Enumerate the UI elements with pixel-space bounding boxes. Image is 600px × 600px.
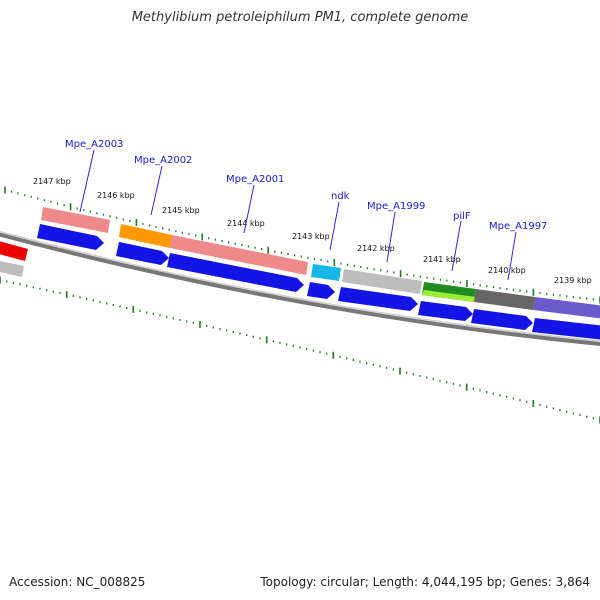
cds-arrow[interactable] <box>167 253 304 292</box>
genome-backbone-highlight <box>0 230 600 342</box>
feature-block[interactable] <box>422 290 476 302</box>
feature-track-outer <box>0 207 600 319</box>
topology-label: Topology: circular; Length: 4,044,195 bp… <box>260 575 590 589</box>
cds-arrow[interactable] <box>116 242 169 265</box>
feature-block[interactable] <box>474 289 535 310</box>
gene-label[interactable]: pilF <box>453 211 471 222</box>
feature-block[interactable] <box>311 264 341 281</box>
cds-arrow[interactable] <box>471 309 533 330</box>
feature-block[interactable] <box>0 240 28 261</box>
cds-track <box>37 224 600 340</box>
tick-label: 2143 kbp <box>292 232 330 241</box>
cds-arrow[interactable] <box>338 287 418 311</box>
outer-tick-track <box>4 186 600 304</box>
inner-tick-track <box>0 276 600 424</box>
gene-label[interactable]: Mpe_A1997 <box>489 221 547 232</box>
feature-block[interactable] <box>342 269 422 294</box>
tick-label: 2145 kbp <box>162 206 200 215</box>
gene-labels: Mpe_A2003 Mpe_A2002 Mpe_A2001 ndk Mpe_A1… <box>65 139 547 232</box>
feature-block[interactable] <box>170 235 308 275</box>
accession-label: Accession: NC_008825 <box>9 575 146 589</box>
gene-label[interactable]: Mpe_A1999 <box>367 201 425 212</box>
gene-label-lines <box>79 149 517 281</box>
feature-block[interactable] <box>119 224 172 248</box>
tick-label: 2140 kbp <box>488 266 526 275</box>
feature-block[interactable] <box>41 207 110 233</box>
feature-block[interactable] <box>533 297 600 319</box>
cds-arrow[interactable] <box>307 282 335 299</box>
tick-label: 2146 kbp <box>97 191 135 200</box>
tick-label: 2142 kbp <box>357 244 395 253</box>
cds-arrow[interactable] <box>418 301 473 321</box>
cds-arrow[interactable] <box>37 224 104 250</box>
feature-block[interactable] <box>0 260 24 277</box>
gene-label[interactable]: ndk <box>331 191 350 202</box>
gene-label[interactable]: Mpe_A2003 <box>65 139 123 150</box>
cds-arrow[interactable] <box>532 318 600 340</box>
tick-label: 2141 kbp <box>423 255 461 264</box>
gene-label[interactable]: Mpe_A2002 <box>134 155 192 166</box>
genome-backbone <box>0 232 600 347</box>
tick-label: 2139 kbp <box>554 276 592 285</box>
gene-label[interactable]: Mpe_A2001 <box>226 174 284 185</box>
map-title: Methylibium petroleiphilum PM1, complete… <box>131 10 469 25</box>
tick-label: 2147 kbp <box>33 177 71 186</box>
